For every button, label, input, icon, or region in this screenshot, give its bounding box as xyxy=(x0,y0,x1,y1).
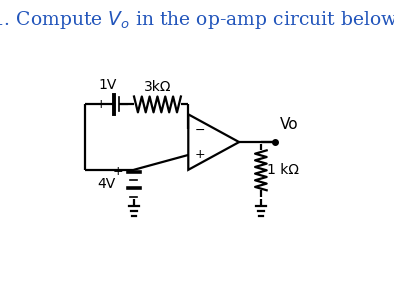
Text: +: + xyxy=(113,165,123,178)
Text: 1. Compute $V_o$ in the op-amp circuit below.: 1. Compute $V_o$ in the op-amp circuit b… xyxy=(0,9,394,31)
Text: $-$: $-$ xyxy=(194,123,205,136)
Text: 3kΩ: 3kΩ xyxy=(144,80,171,94)
Text: $-$: $-$ xyxy=(118,98,129,111)
Text: 1 kΩ: 1 kΩ xyxy=(268,163,299,177)
Text: 1V: 1V xyxy=(98,77,117,91)
Text: +: + xyxy=(96,98,106,111)
Text: $+$: $+$ xyxy=(194,148,205,161)
Text: Vo: Vo xyxy=(280,117,298,132)
Text: 4V: 4V xyxy=(97,177,115,191)
